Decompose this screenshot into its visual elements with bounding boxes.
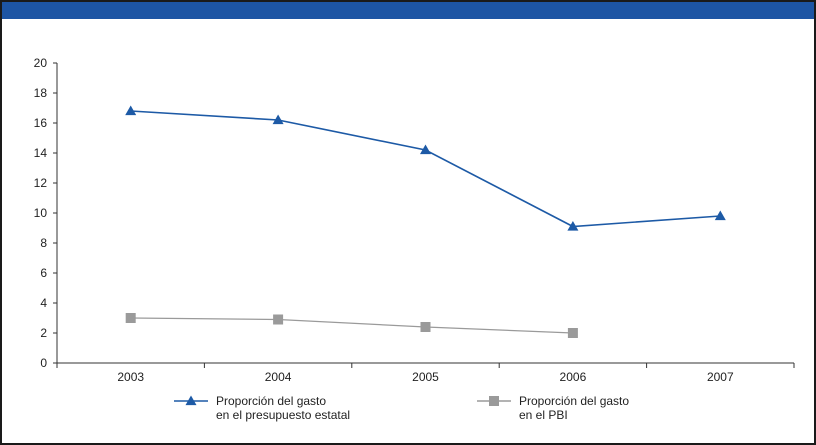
y-tick-label: 20 <box>34 56 48 70</box>
y-tick-label: 18 <box>34 86 48 100</box>
y-tick-label: 14 <box>34 146 48 160</box>
header-band <box>2 2 814 19</box>
y-tick-label: 8 <box>40 236 47 250</box>
series-line-1 <box>130 110 721 228</box>
data-point-series-2 <box>420 322 431 332</box>
y-tick-label: 6 <box>40 266 47 280</box>
legend-marker-2 <box>489 396 499 406</box>
data-point-series-1 <box>567 221 579 231</box>
legend-label-1: en el presupuesto estatal <box>216 408 350 422</box>
x-tick-label: 2003 <box>117 370 144 384</box>
y-tick-label: 0 <box>40 356 47 370</box>
x-tick-label: 2007 <box>707 370 734 384</box>
x-tick-label: 2004 <box>265 370 292 384</box>
legend-label-1: Proporción del gasto <box>216 394 326 408</box>
data-point-series-1 <box>125 105 137 116</box>
data-point-series-1 <box>420 144 431 155</box>
y-tick-label: 12 <box>34 176 48 190</box>
data-point-series-1 <box>272 114 284 125</box>
series-line-2 <box>130 317 573 334</box>
data-point-series-2 <box>273 314 284 325</box>
legend-marker-1 <box>185 395 197 406</box>
legend-label-2: en el PBI <box>519 408 568 422</box>
data-point-series-2 <box>567 328 578 338</box>
y-tick-label: 10 <box>34 206 48 220</box>
y-tick-label: 16 <box>34 116 48 130</box>
data-point-series-1 <box>714 210 726 221</box>
x-tick-label: 2006 <box>560 370 587 384</box>
legend-label-2: Proporción del gasto <box>519 394 629 408</box>
data-point-series-2 <box>125 313 136 323</box>
y-tick-label: 4 <box>40 296 47 310</box>
x-tick-label: 2005 <box>412 370 439 384</box>
y-tick-label: 2 <box>40 326 47 340</box>
